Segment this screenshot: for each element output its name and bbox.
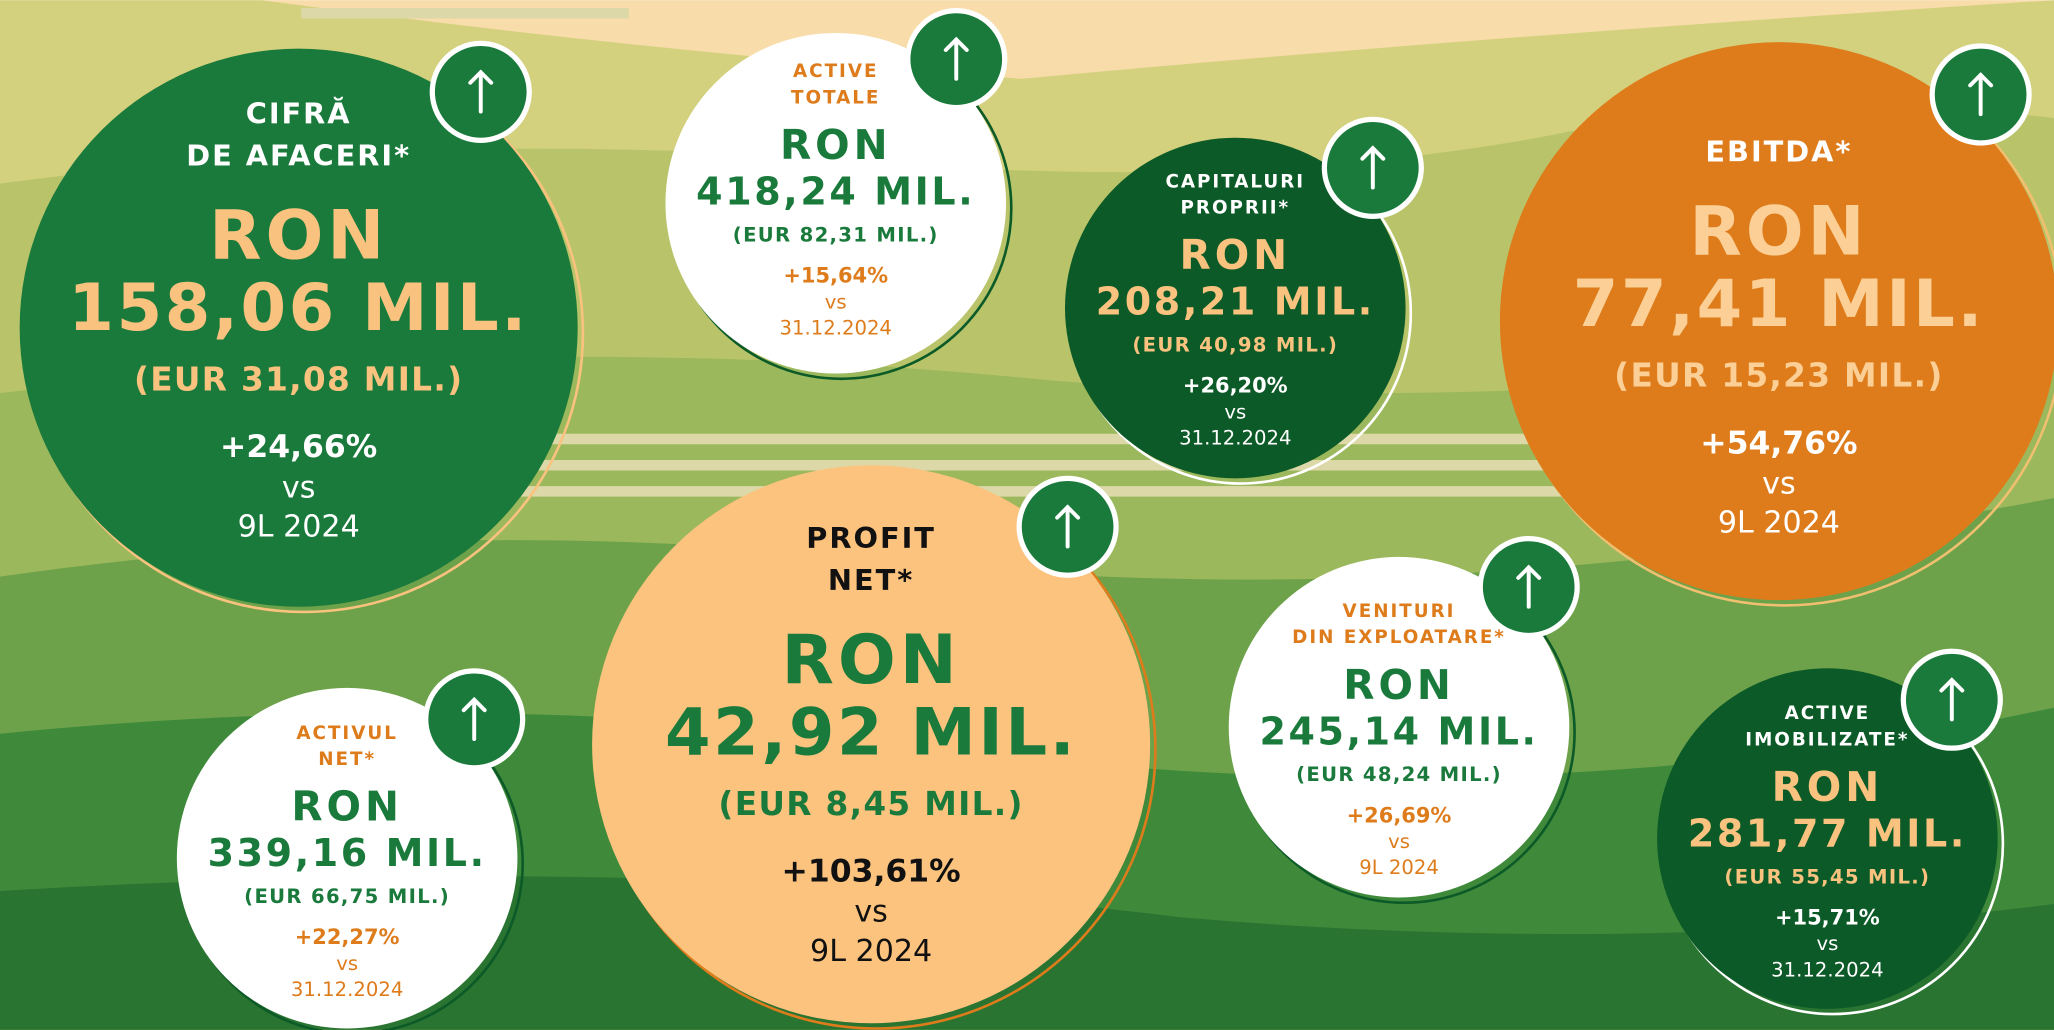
eur-amount: (EUR 66,75 MIL.) bbox=[244, 885, 450, 908]
eur-amount: (EUR 40,98 MIL.) bbox=[1132, 334, 1338, 357]
arrow-icon bbox=[1516, 564, 1542, 609]
currency: RON bbox=[1343, 661, 1455, 709]
vs: vs bbox=[336, 952, 358, 975]
amount: 245,14 MIL. bbox=[1259, 709, 1538, 753]
arrow-icon bbox=[943, 36, 969, 81]
card-title: TOTALE bbox=[791, 87, 880, 108]
eur-amount: (EUR 15,23 MIL.) bbox=[1614, 356, 1943, 394]
vs: vs bbox=[854, 895, 888, 930]
card-title: DE AFACERI* bbox=[186, 138, 411, 172]
arrow-icon bbox=[1939, 677, 1965, 722]
eur-amount: (EUR 55,45 MIL.) bbox=[1724, 865, 1930, 888]
circle bbox=[19, 48, 578, 607]
currency: RON bbox=[1689, 193, 1868, 272]
card-title: ACTIVE bbox=[793, 61, 878, 82]
currency: RON bbox=[782, 621, 961, 700]
card-title: IMOBILIZATE* bbox=[1745, 729, 1909, 750]
vs: vs bbox=[1224, 400, 1246, 423]
change: +103,61% bbox=[782, 854, 961, 890]
change: +24,66% bbox=[220, 429, 377, 465]
arrow-icon bbox=[1055, 504, 1081, 549]
circle bbox=[1499, 42, 2054, 601]
change: +22,27% bbox=[295, 925, 400, 949]
vs: vs bbox=[1816, 932, 1838, 955]
period: 9L 2024 bbox=[810, 934, 932, 969]
card-title: NET* bbox=[828, 563, 914, 597]
eur-amount: (EUR 48,24 MIL.) bbox=[1296, 763, 1502, 786]
card-title: ACTIVE bbox=[1785, 703, 1870, 724]
card-title: EBITDA* bbox=[1705, 134, 1852, 168]
card-title: CIFRĂ bbox=[246, 96, 352, 130]
circle bbox=[1657, 668, 1998, 1009]
arrow-icon bbox=[461, 696, 487, 741]
amount: 42,92 MIL. bbox=[665, 694, 1077, 770]
amount: 208,21 MIL. bbox=[1096, 280, 1375, 324]
currency: RON bbox=[780, 121, 892, 169]
eur-amount: (EUR 31,08 MIL.) bbox=[134, 360, 463, 398]
card-title: VENITURI bbox=[1343, 601, 1456, 622]
circle bbox=[1064, 137, 1406, 479]
card-title: CAPITALURI bbox=[1165, 171, 1305, 192]
period: 31.12.2024 bbox=[291, 978, 403, 1001]
change: +15,71% bbox=[1775, 905, 1880, 929]
card-title: NET* bbox=[318, 749, 376, 770]
vs: vs bbox=[282, 470, 316, 505]
eur-amount: (EUR 8,45 MIL.) bbox=[718, 785, 1023, 823]
circle bbox=[1228, 556, 1570, 898]
eur-amount: (EUR 82,31 MIL.) bbox=[733, 223, 939, 246]
period: 9L 2024 bbox=[1718, 506, 1840, 541]
amount: 77,41 MIL. bbox=[1573, 266, 1985, 342]
arrow-icon bbox=[1360, 145, 1386, 190]
currency: RON bbox=[209, 196, 388, 275]
change: +54,76% bbox=[1700, 425, 1857, 461]
period: 31.12.2024 bbox=[1179, 427, 1291, 450]
vs: vs bbox=[825, 290, 847, 313]
currency: RON bbox=[291, 783, 403, 831]
change: +26,20% bbox=[1183, 374, 1288, 398]
card-title: PROFIT bbox=[806, 521, 936, 555]
vs: vs bbox=[1762, 466, 1796, 501]
circle bbox=[592, 465, 1151, 1024]
currency: RON bbox=[1772, 763, 1884, 811]
period: 31.12.2024 bbox=[780, 316, 892, 339]
amount: 339,16 MIL. bbox=[208, 831, 487, 875]
arrow-icon bbox=[468, 69, 494, 114]
change: +15,64% bbox=[783, 264, 888, 288]
card-title: PROPRII* bbox=[1180, 197, 1290, 218]
amount: 418,24 MIL. bbox=[696, 170, 975, 214]
card-title: ACTIVUL bbox=[296, 723, 397, 744]
circle bbox=[176, 687, 518, 1029]
vs: vs bbox=[1388, 830, 1410, 853]
period: 9L 2024 bbox=[238, 510, 360, 545]
change: +26,69% bbox=[1347, 803, 1452, 827]
amount: 281,77 MIL. bbox=[1688, 811, 1967, 855]
arrow-icon bbox=[1968, 72, 1994, 117]
amount: 158,06 MIL. bbox=[68, 270, 528, 346]
period: 31.12.2024 bbox=[1771, 958, 1883, 981]
period: 9L 2024 bbox=[1359, 856, 1439, 879]
circle bbox=[665, 32, 1007, 374]
card-title: DIN EXPLOATARE* bbox=[1292, 627, 1506, 648]
currency: RON bbox=[1180, 231, 1292, 279]
